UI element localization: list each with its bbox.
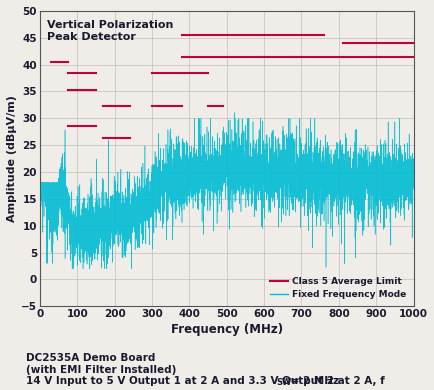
Legend: Class 5 Average Limit, Fixed Frequency Mode: Class 5 Average Limit, Fixed Frequency M… xyxy=(266,275,408,302)
Text: DC2535A Demo Board: DC2535A Demo Board xyxy=(26,353,155,363)
X-axis label: Frequency (MHz): Frequency (MHz) xyxy=(170,323,282,336)
Text: Vertical Polarization
Peak Detector: Vertical Polarization Peak Detector xyxy=(47,20,173,42)
Y-axis label: Amplitude (dBµV/m): Amplitude (dBµV/m) xyxy=(7,95,17,222)
Text: SW: SW xyxy=(276,378,291,386)
Text: 14 V Input to 5 V Output 1 at 2 A and 3.3 V Output 2 at 2 A, f: 14 V Input to 5 V Output 1 at 2 A and 3.… xyxy=(26,376,384,386)
Text: = 2 MHz: = 2 MHz xyxy=(286,376,339,386)
Text: (with EMI Filter Installed): (with EMI Filter Installed) xyxy=(26,365,176,375)
